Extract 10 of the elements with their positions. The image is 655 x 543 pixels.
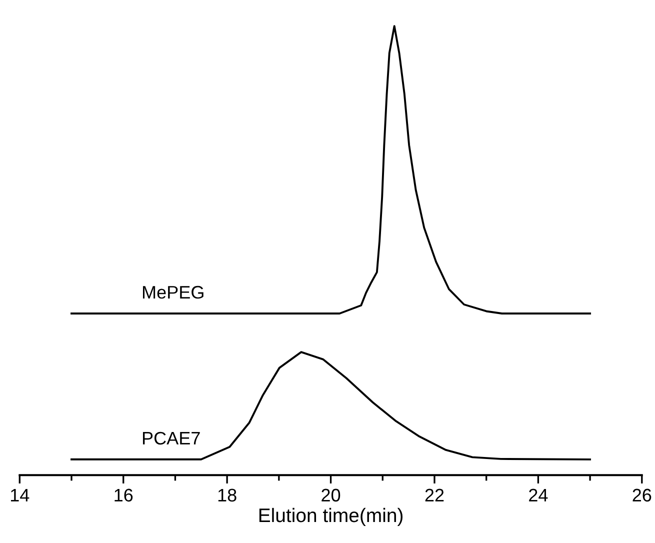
x-tick-label: 18 — [218, 488, 236, 502]
x-tick-label: 24 — [529, 488, 548, 502]
x-tick-label: 22 — [425, 488, 444, 502]
x-tick-label: 26 — [632, 488, 652, 502]
x-axis-title: Elution time(min) — [259, 508, 403, 526]
x-tick-label: 16 — [114, 488, 133, 502]
x-tick-label: 20 — [322, 488, 340, 502]
series-label: MePEG — [142, 286, 204, 299]
x-tick-label: 14 — [10, 488, 30, 502]
series-label: PCAE7 — [142, 432, 200, 445]
